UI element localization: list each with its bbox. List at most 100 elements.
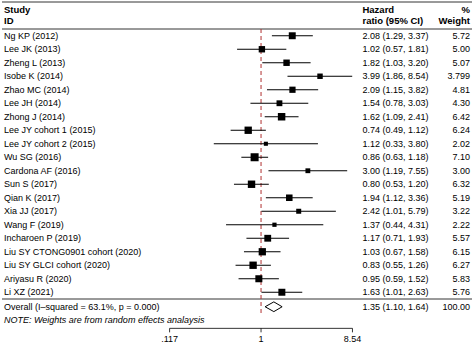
hr-label: 0.95 (0.59, 1.52) — [362, 274, 428, 284]
hr-label: 1.35 (1.10, 1.64) — [362, 302, 428, 312]
weight-label: 6.27 — [452, 260, 470, 270]
study-label: Sun S (2017) — [4, 179, 57, 189]
x-tick — [261, 328, 262, 332]
column-header: ID — [4, 15, 14, 26]
note: NOTE: Weights are from random effects an… — [4, 315, 205, 325]
weight-label: 6.24 — [452, 125, 470, 135]
weight-label: 3.799 — [447, 71, 470, 81]
table-rule — [2, 29, 472, 30]
study-marker — [286, 194, 293, 201]
study-label: Lee JK (2013) — [4, 44, 61, 54]
weight-label: 2.02 — [452, 139, 470, 149]
weight-label: 6.15 — [452, 247, 470, 257]
weight-label: 6.42 — [452, 112, 470, 122]
study-marker — [296, 209, 301, 214]
study-marker — [277, 100, 283, 106]
study-marker — [245, 127, 252, 134]
study-label: Ng KP (2012) — [4, 31, 58, 41]
study-marker — [264, 235, 271, 242]
study-label: Zhao MC (2014) — [4, 85, 70, 95]
study-label: Liu SY CTONG0901 cohort (2020) — [4, 247, 141, 257]
weight-label: 4.30 — [452, 98, 470, 108]
study-label: Zheng L (2013) — [4, 58, 65, 68]
study-marker — [259, 248, 266, 255]
study-marker — [289, 32, 296, 39]
study-label: Qian K (2017) — [4, 193, 60, 203]
study-label: Isobe K (2014) — [4, 71, 63, 81]
hr-label: 3.99 (1.86, 8.54) — [362, 71, 428, 81]
x-tick-label: 1 — [259, 334, 264, 344]
hr-label: 0.83 (0.55, 1.26) — [362, 260, 428, 270]
x-tick-label: .117 — [161, 334, 178, 344]
hr-label: 1.54 (0.78, 3.03) — [362, 98, 428, 108]
study-label: Ariyasu R (2020) — [4, 274, 72, 284]
overall-label: Overall (I–squared = 63.1%, p = 0.000) — [4, 302, 160, 312]
table-rule — [2, 2, 472, 3]
study-marker — [249, 262, 256, 269]
study-marker — [289, 87, 295, 93]
study-label: Zhong J (2014) — [4, 112, 65, 122]
hr-label: 1.03 (0.67, 1.58) — [362, 247, 428, 257]
weight-label: 3.22 — [452, 206, 470, 216]
column-header: Weight — [439, 15, 471, 26]
study-label: Lee JY cohort 1 (2015) — [4, 125, 95, 135]
weight-label: 5.07 — [452, 58, 470, 68]
study-label: Incharoen P (2019) — [4, 233, 81, 243]
study-label: Wu SG (2016) — [4, 152, 61, 162]
reference-line — [261, 29, 262, 314]
study-marker — [272, 223, 276, 227]
weight-label: 5.57 — [452, 233, 470, 243]
study-marker — [283, 60, 289, 66]
study-marker — [248, 181, 255, 188]
weight-label: 100.00 — [442, 302, 470, 312]
hr-label: 1.62 (1.09, 2.41) — [362, 112, 428, 122]
x-tick — [352, 328, 353, 332]
weight-label: 6.32 — [452, 179, 470, 189]
chart: StudyID Ng KP (2012) Lee JK (2013) Zheng L … — [0, 0, 474, 357]
x-tick — [169, 328, 170, 332]
hr-label: 2.08 (1.29, 3.37) — [362, 31, 428, 41]
hr-label: 0.86 (0.63, 1.18) — [362, 152, 428, 162]
column-header: Study — [4, 4, 31, 15]
study-label: Lee JH (2014) — [4, 98, 61, 108]
column-header: Hazard — [362, 4, 394, 15]
column-header: % — [462, 4, 471, 15]
study-marker — [264, 142, 268, 146]
weight-label: 5.83 — [452, 274, 470, 284]
study-label: Li XZ (2021) — [4, 287, 54, 297]
hr-label: 1.12 (0.33, 3.80) — [362, 139, 428, 149]
study-label: Lee JY cohort 2 (2015) — [4, 139, 95, 149]
hr-label: 3.00 (1.19, 7.55) — [362, 166, 428, 176]
weight-label: 3.00 — [452, 166, 470, 176]
study-marker — [278, 113, 285, 120]
weight-label: 4.81 — [452, 85, 470, 95]
hr-label: 1.94 (1.12, 3.36) — [362, 193, 428, 203]
hr-label: 2.42 (1.01, 5.79) — [362, 206, 428, 216]
weight-label: 7.10 — [452, 152, 470, 162]
weight-label: 5.72 — [452, 31, 470, 41]
study-label: Liu SY GLCI cohort (2020) — [4, 260, 110, 270]
study-marker — [251, 153, 259, 161]
weight-label: 5.76 — [452, 287, 470, 297]
hr-label: 1.63 (1.01, 2.63) — [362, 287, 428, 297]
weight-label: 5.19 — [452, 193, 470, 203]
study-label: Cardona AF (2016) — [4, 166, 81, 176]
weight-label: 5.00 — [452, 44, 470, 54]
text-layer: StudyID Ng KP (2012) Lee JK (2013) Zheng L … — [4, 4, 471, 344]
plot-area — [214, 29, 353, 314]
hr-label: 2.09 (1.15, 3.82) — [362, 85, 428, 95]
column-header: ratio (95% CI) — [362, 15, 423, 26]
hr-label: 0.74 (0.49, 1.12) — [362, 125, 428, 135]
study-marker — [278, 289, 285, 296]
hr-label: 1.17 (0.71, 1.93) — [362, 233, 428, 243]
overall-diamond — [265, 302, 282, 312]
study-label: Wang F (2019) — [4, 220, 64, 230]
hr-label: 1.02 (0.57, 1.81) — [362, 44, 428, 54]
hr-label: 1.82 (1.03, 3.20) — [362, 58, 428, 68]
weight-label: 2.22 — [452, 220, 470, 230]
study-marker — [259, 46, 265, 52]
study-label: Xia JJ (2017) — [4, 206, 57, 216]
hr-label: 1.37 (0.44, 4.31) — [362, 220, 428, 230]
study-marker — [317, 74, 322, 79]
study-marker — [255, 275, 262, 282]
